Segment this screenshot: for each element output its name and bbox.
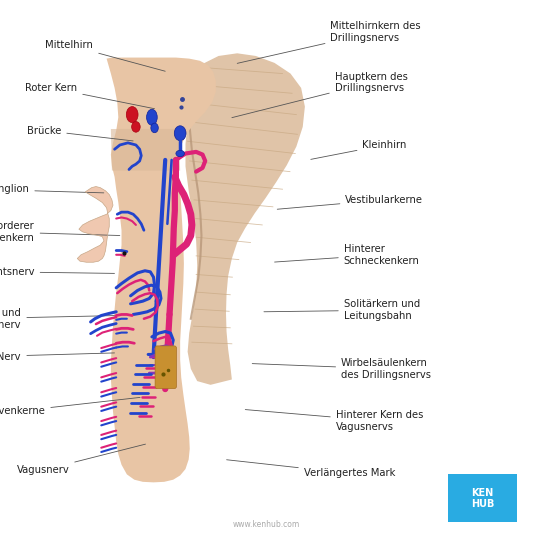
Polygon shape [111, 129, 180, 171]
Text: Hauptkern des
Drillingsnervs: Hauptkern des Drillingsnervs [232, 72, 408, 118]
Text: Gesichtsnerv: Gesichtsnerv [0, 267, 115, 277]
Ellipse shape [176, 150, 184, 157]
Text: Roter Kern: Roter Kern [25, 83, 155, 109]
Text: Solitärkern und
Leitungsbahn: Solitärkern und Leitungsbahn [264, 300, 420, 321]
Text: Mittelhirn: Mittelhirn [45, 41, 165, 71]
Text: Vestibularkerne: Vestibularkerne [277, 195, 423, 209]
Text: Trigeminusganglion: Trigeminusganglion [0, 184, 104, 194]
Text: Hör- und
Gleichgewichtsnerv: Hör- und Gleichgewichtsnerv [0, 308, 115, 329]
Text: KEN
HUB: KEN HUB [471, 488, 494, 509]
FancyBboxPatch shape [155, 346, 176, 389]
Ellipse shape [151, 123, 158, 133]
Text: Wirbelsäulenkern
des Drillingsnervs: Wirbelsäulenkern des Drillingsnervs [252, 358, 431, 379]
Polygon shape [77, 187, 113, 262]
Text: www.kenhub.com: www.kenhub.com [233, 520, 300, 529]
Ellipse shape [174, 126, 186, 141]
Ellipse shape [147, 109, 157, 125]
Ellipse shape [126, 107, 138, 123]
Text: Brücke: Brücke [27, 126, 133, 141]
Polygon shape [107, 58, 216, 482]
FancyBboxPatch shape [448, 474, 517, 522]
Text: Vorderer
Schneckenkern: Vorderer Schneckenkern [0, 221, 120, 243]
Text: Vagusnerv: Vagusnerv [17, 444, 146, 475]
Text: Olivenkerne: Olivenkerne [0, 398, 140, 416]
Text: Verlängertes Mark: Verlängertes Mark [227, 460, 395, 478]
Polygon shape [185, 53, 305, 385]
Ellipse shape [132, 122, 140, 132]
Text: Kleinhirn: Kleinhirn [311, 140, 407, 159]
Text: Hinterer Kern des
Vagusnervs: Hinterer Kern des Vagusnervs [245, 409, 423, 432]
Text: Zungen-Rachen-Nerv: Zungen-Rachen-Nerv [0, 352, 115, 362]
Text: Mittelhirnkern des
Drillingsnervs: Mittelhirnkern des Drillingsnervs [237, 21, 421, 63]
Text: Hinterer
Schneckenkern: Hinterer Schneckenkern [274, 244, 419, 265]
